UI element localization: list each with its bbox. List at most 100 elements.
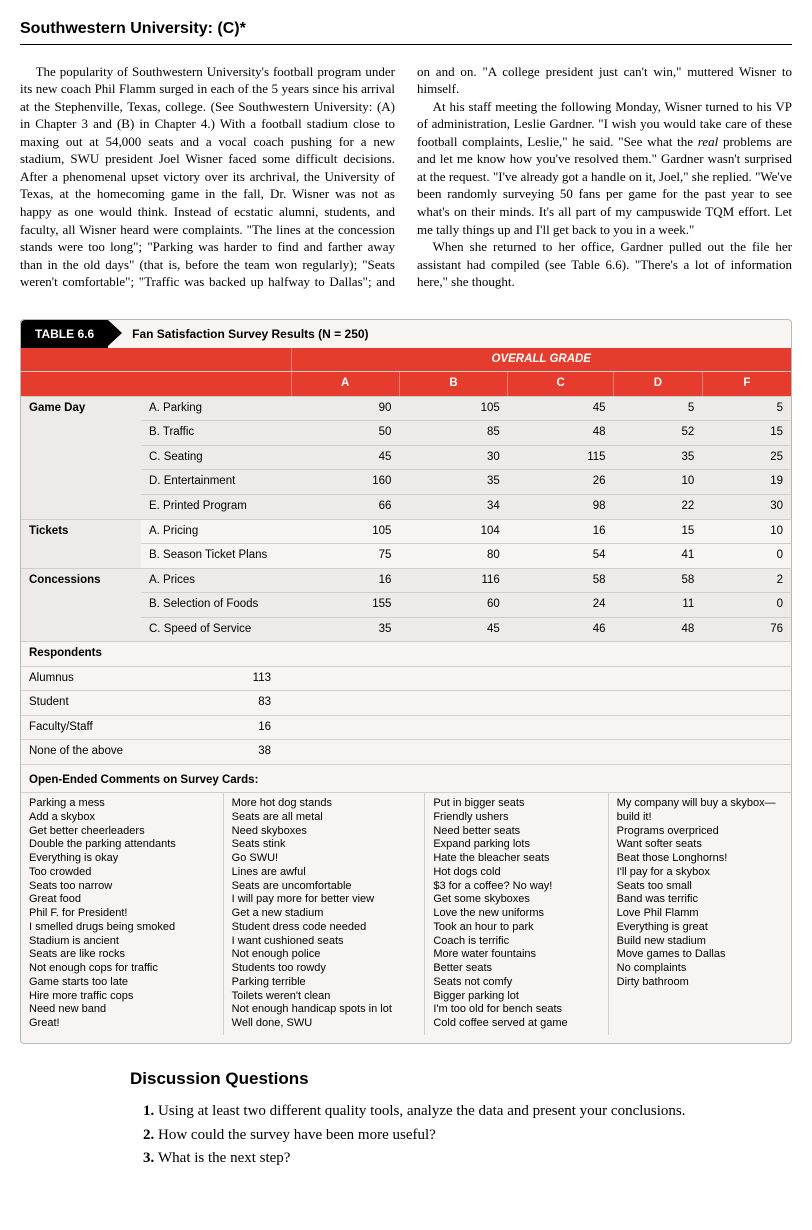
respondent-row: Alumnus113	[21, 666, 791, 691]
value-cell: 30	[399, 445, 507, 470]
grade-header-row: A B C D F	[21, 372, 791, 397]
body-text: The popularity of Southwestern Universit…	[20, 63, 792, 291]
value-cell: 115	[508, 445, 614, 470]
value-cell: 5	[614, 396, 703, 421]
value-cell: 19	[702, 470, 791, 495]
item-cell: B. Season Ticket Plans	[141, 544, 291, 569]
value-cell: 41	[614, 544, 703, 569]
value-cell: 80	[399, 544, 507, 569]
value-cell: 30	[702, 494, 791, 519]
value-cell: 85	[399, 421, 507, 446]
comments-header: Open-Ended Comments on Survey Cards:	[21, 765, 791, 793]
value-cell: 160	[291, 470, 399, 495]
tab-arrow-icon	[108, 320, 122, 346]
respondents-header: Respondents	[21, 642, 791, 667]
value-cell: 48	[614, 617, 703, 642]
comments-col-2: More hot dog stands Seats are all metal …	[223, 793, 425, 1035]
table-row: ConcessionsA. Prices1611658582	[21, 568, 791, 593]
respondent-row: Student83	[21, 691, 791, 716]
respondent-value: 113	[141, 666, 291, 691]
value-cell: 50	[291, 421, 399, 446]
category-cell: Concessions	[21, 568, 141, 642]
value-cell: 105	[399, 396, 507, 421]
value-cell: 34	[399, 494, 507, 519]
value-cell: 155	[291, 593, 399, 618]
paragraph-3: When she returned to her office, Gardner…	[417, 238, 792, 291]
value-cell: 116	[399, 568, 507, 593]
value-cell: 16	[291, 568, 399, 593]
value-cell: 26	[508, 470, 614, 495]
value-cell: 48	[508, 421, 614, 446]
value-cell: 54	[508, 544, 614, 569]
value-cell: 25	[702, 445, 791, 470]
table-number-tab: TABLE 6.6	[21, 320, 108, 348]
table-row: TicketsA. Pricing105104161510	[21, 519, 791, 544]
value-cell: 15	[614, 519, 703, 544]
table-caption: Fan Satisfaction Survey Results (N = 250…	[122, 320, 378, 348]
question-1: Using at least two different quality too…	[158, 1101, 732, 1123]
value-cell: 104	[399, 519, 507, 544]
respondent-label: Alumnus	[21, 666, 141, 691]
item-cell: B. Traffic	[141, 421, 291, 446]
value-cell: 76	[702, 617, 791, 642]
value-cell: 105	[291, 519, 399, 544]
value-cell: 58	[614, 568, 703, 593]
respondent-row: None of the above38	[21, 740, 791, 765]
item-cell: B. Selection of Foods	[141, 593, 291, 618]
value-cell: 45	[508, 396, 614, 421]
item-cell: A. Parking	[141, 396, 291, 421]
value-cell: 60	[399, 593, 507, 618]
value-cell: 52	[614, 421, 703, 446]
value-cell: 16	[508, 519, 614, 544]
value-cell: 66	[291, 494, 399, 519]
category-cell: Tickets	[21, 519, 141, 568]
comments-col-4: My company will buy a skybox—build it! P…	[608, 793, 791, 1035]
item-cell: E. Printed Program	[141, 494, 291, 519]
value-cell: 2	[702, 568, 791, 593]
value-cell: 35	[399, 470, 507, 495]
value-cell: 10	[614, 470, 703, 495]
paragraph-2: At his staff meeting the following Monda…	[417, 98, 792, 238]
item-cell: A. Prices	[141, 568, 291, 593]
comments-col-1: Parking a mess Add a skybox Get better c…	[21, 793, 223, 1035]
value-cell: 58	[508, 568, 614, 593]
discussion-title: Discussion Questions	[130, 1068, 732, 1091]
comments-grid: Parking a mess Add a skybox Get better c…	[21, 792, 791, 1035]
value-cell: 11	[614, 593, 703, 618]
value-cell: 35	[614, 445, 703, 470]
value-cell: 22	[614, 494, 703, 519]
value-cell: 90	[291, 396, 399, 421]
value-cell: 45	[291, 445, 399, 470]
table-row: Game DayA. Parking901054555	[21, 396, 791, 421]
discussion-questions: Discussion Questions Using at least two …	[20, 1068, 792, 1170]
item-cell: D. Entertainment	[141, 470, 291, 495]
value-cell: 0	[702, 544, 791, 569]
discussion-list: Using at least two different quality too…	[130, 1101, 732, 1170]
item-cell: C. Speed of Service	[141, 617, 291, 642]
respondent-label: Student	[21, 691, 141, 716]
value-cell: 5	[702, 396, 791, 421]
category-cell: Game Day	[21, 396, 141, 519]
value-cell: 10	[702, 519, 791, 544]
respondent-value: 16	[141, 715, 291, 740]
value-cell: 15	[702, 421, 791, 446]
page-title: Southwestern University: (C)*	[20, 18, 792, 45]
question-2: How could the survey have been more usef…	[158, 1125, 732, 1147]
value-cell: 98	[508, 494, 614, 519]
survey-table: OVERALL GRADE A B C D F Game DayA. Parki…	[21, 348, 791, 765]
value-cell: 75	[291, 544, 399, 569]
comments-col-3: Put in bigger seats Friendly ushers Need…	[424, 793, 607, 1035]
respondent-label: None of the above	[21, 740, 141, 765]
value-cell: 24	[508, 593, 614, 618]
overall-grade-header: OVERALL GRADE	[291, 348, 791, 372]
item-cell: C. Seating	[141, 445, 291, 470]
respondent-label: Faculty/Staff	[21, 715, 141, 740]
value-cell: 35	[291, 617, 399, 642]
value-cell: 45	[399, 617, 507, 642]
table-6-6: TABLE 6.6 Fan Satisfaction Survey Result…	[20, 319, 792, 1044]
question-3: What is the next step?	[158, 1148, 732, 1170]
value-cell: 0	[702, 593, 791, 618]
item-cell: A. Pricing	[141, 519, 291, 544]
value-cell: 46	[508, 617, 614, 642]
respondent-row: Faculty/Staff16	[21, 715, 791, 740]
